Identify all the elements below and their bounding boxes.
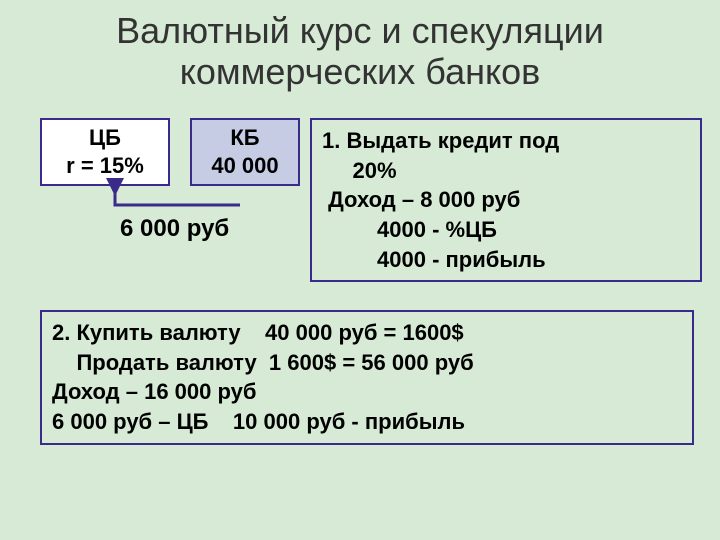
opt2-l4: 6 000 руб – ЦБ 10 000 руб - прибыль <box>52 409 465 434</box>
opt1-l2: 20% <box>322 158 397 183</box>
central-bank-box: ЦБ r = 15% <box>40 118 170 186</box>
opt1-l5: 4000 - прибыль <box>322 247 546 272</box>
opt2-l2: Продать валюту 1 600$ = 56 000 руб <box>52 350 474 375</box>
option-1-box: 1. Выдать кредит под 20% Доход – 8 000 р… <box>310 118 702 282</box>
slide-title: Валютный курс и спекуляции коммерческих … <box>0 10 720 93</box>
opt1-l4: 4000 - %ЦБ <box>322 217 497 242</box>
option-2-box: 2. Купить валюту 40 000 руб = 1600$ Прод… <box>40 310 694 445</box>
arrow-amount-label: 6 000 руб <box>120 215 229 243</box>
opt1-l1: 1. Выдать кредит под <box>322 128 559 153</box>
opt2-l1: 2. Купить валюту 40 000 руб = 1600$ <box>52 320 464 345</box>
kb-amount: 40 000 <box>192 152 298 180</box>
cb-rate: r = 15% <box>42 152 168 180</box>
kb-name: КБ <box>192 124 298 152</box>
cb-name: ЦБ <box>42 124 168 152</box>
opt2-l3: Доход – 16 000 руб <box>52 379 256 404</box>
commercial-bank-box: КБ 40 000 <box>190 118 300 186</box>
slide: Валютный курс и спекуляции коммерческих … <box>0 0 720 540</box>
opt1-l3: Доход – 8 000 руб <box>322 187 520 212</box>
